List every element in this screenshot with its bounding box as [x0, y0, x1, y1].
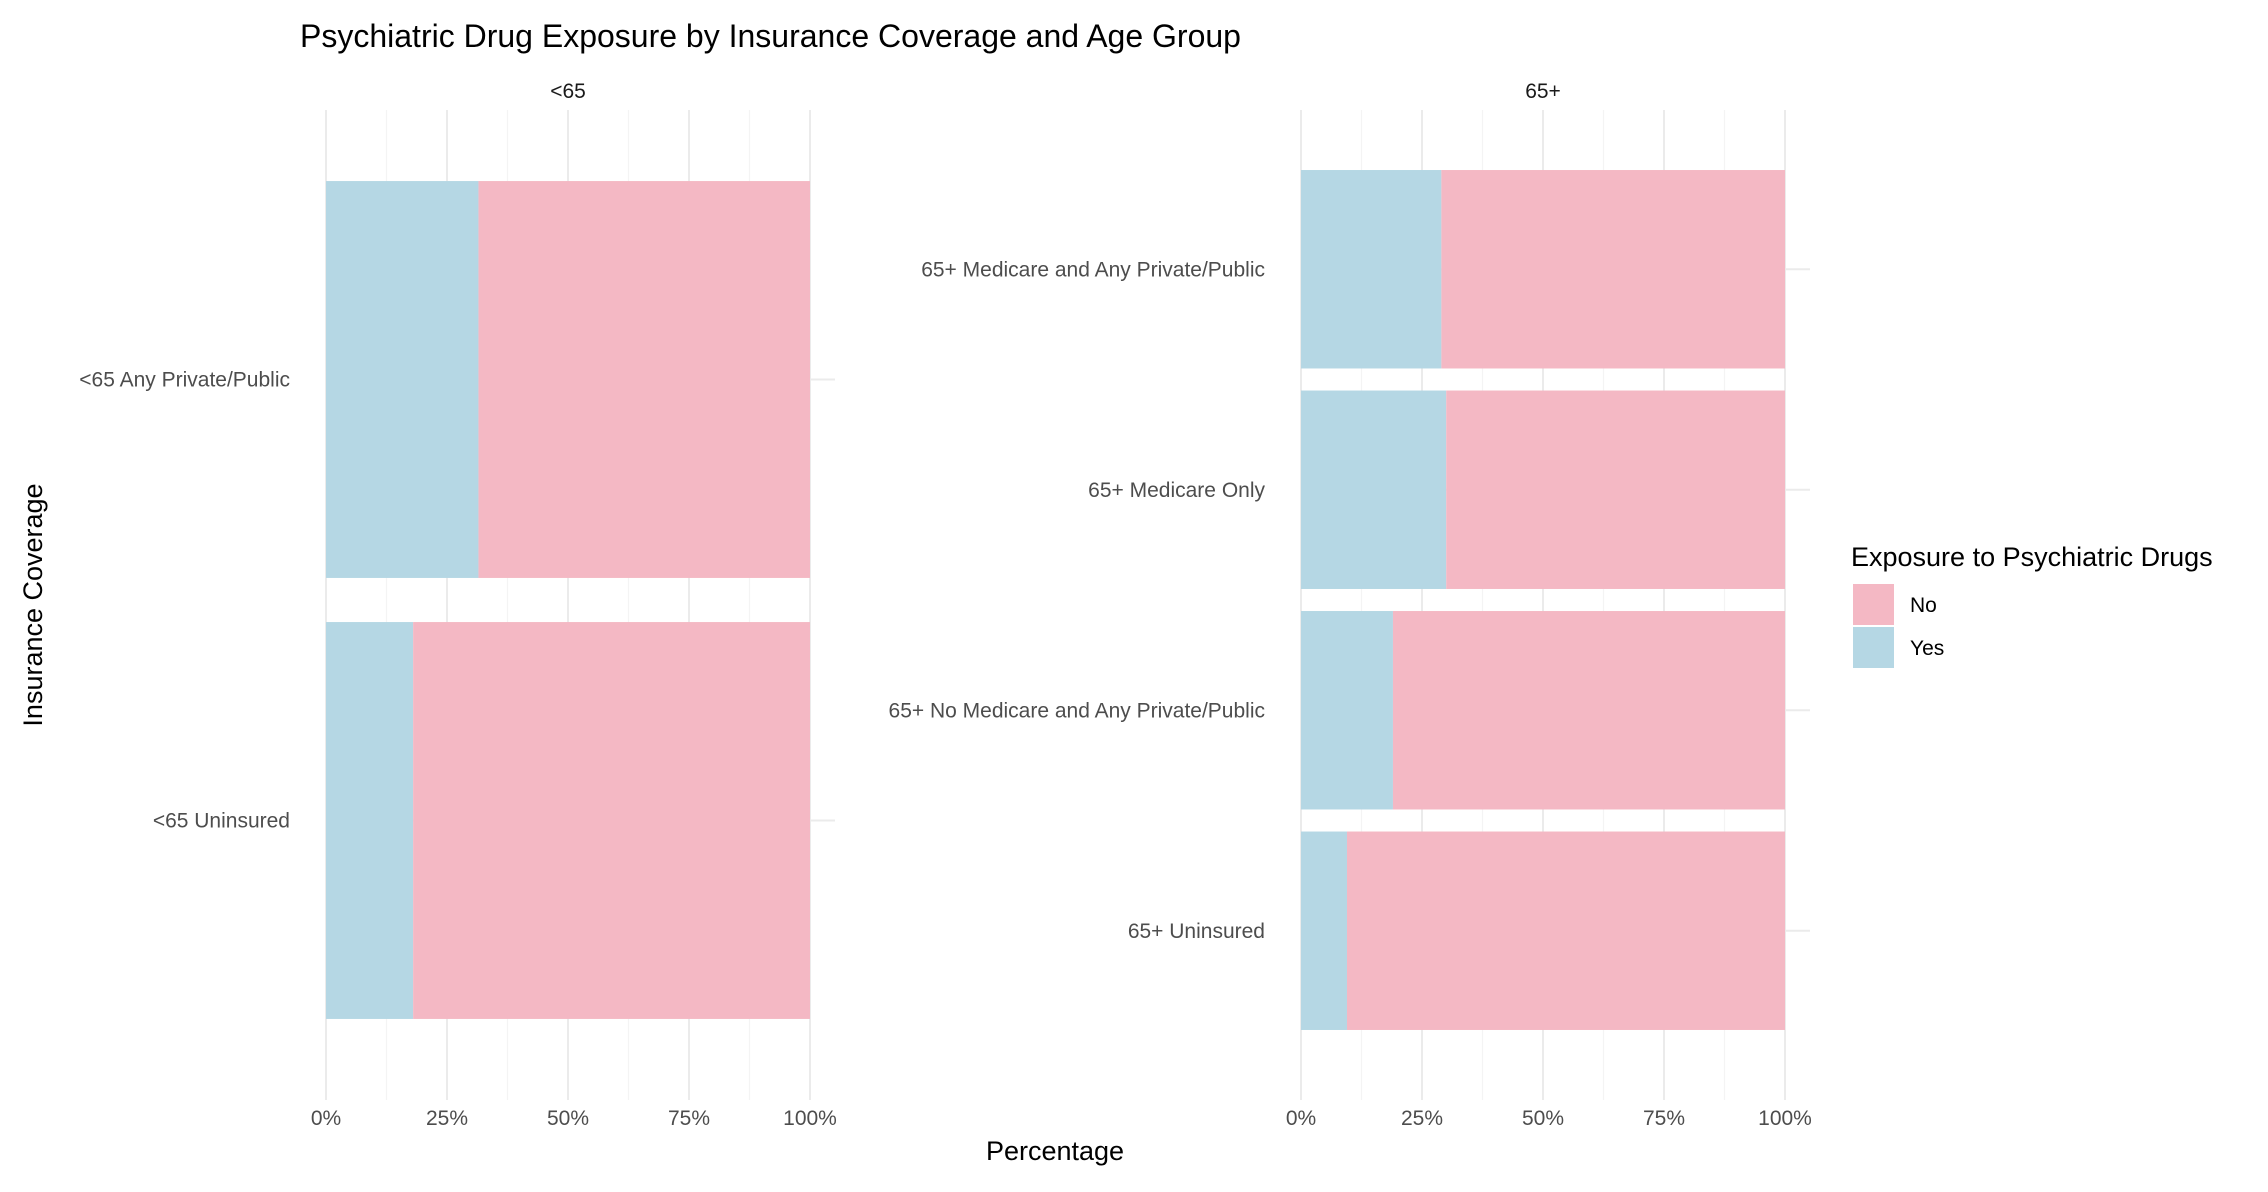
bar-under-65-uninsured-yes: [326, 622, 414, 1019]
x-tick-label: 50%: [1522, 1107, 1564, 1130]
legend: Exposure to Psychiatric Drugs No Yes: [1851, 542, 2213, 668]
y-tick-label-under-65-uninsured: <65 Uninsured: [153, 810, 290, 833]
legend-key-yes: [1853, 627, 1894, 668]
bar-65-plus-no-medicare-and-any-private-public-yes: [1301, 611, 1393, 810]
bar-65-plus-uninsured-yes: [1301, 831, 1347, 1030]
bar-65-plus-medicare-only-no: [1446, 390, 1785, 589]
legend-title: Exposure to Psychiatric Drugs: [1851, 542, 2213, 572]
x-tick-label: 50%: [547, 1107, 589, 1130]
bar-65-plus-uninsured-no: [1346, 831, 1785, 1030]
legend-label-yes: Yes: [1910, 637, 1944, 660]
y-tick-label-65-plus-medicare-and-any-private-public: 65+ Medicare and Any Private/Public: [921, 258, 1265, 281]
x-tick-label: 75%: [668, 1107, 710, 1130]
facet-label-65-plus: 65+: [1525, 80, 1561, 103]
panel-under-65: <65 0% 25% 50% 75% 100% <65 Any Private/Public…: [79, 80, 837, 1130]
y-axis-title: Insurance Coverage: [18, 483, 48, 726]
legend-label-no: No: [1910, 594, 1937, 617]
x-tick-label: 100%: [783, 1107, 837, 1130]
y-tick-label-under-65-any-private-public: <65 Any Private/Public: [79, 369, 290, 392]
bar-65-plus-medicare-and-any-private-public-yes: [1301, 170, 1442, 369]
bar-under-65-uninsured-no: [413, 622, 810, 1019]
chart-title: Psychiatric Drug Exposure by Insurance C…: [300, 18, 1241, 54]
y-tick-label-65-plus-no-medicare-and-any-private-public: 65+ No Medicare and Any Private/Public: [889, 699, 1265, 722]
y-tick-label-65-plus-medicare-only: 65+ Medicare Only: [1088, 479, 1265, 502]
facet-label-under-65: <65: [550, 80, 586, 103]
panel-65-plus: 65+ 0% 25% 50% 75% 100% 65+ Medicare and Any P…: [889, 80, 1812, 1130]
x-tick-label: 25%: [426, 1107, 468, 1130]
x-tick-label: 0%: [1286, 1107, 1316, 1130]
x-axis-title: Percentage: [986, 1136, 1124, 1166]
x-tick-label: 0%: [311, 1107, 341, 1130]
x-tick-label: 100%: [1758, 1107, 1812, 1130]
x-tick-label: 25%: [1401, 1107, 1443, 1130]
bar-65-plus-medicare-only-yes: [1301, 390, 1447, 589]
bar-under-65-any-private-public-no: [478, 181, 810, 578]
bar-65-plus-no-medicare-and-any-private-public-no: [1392, 611, 1785, 810]
bar-65-plus-medicare-and-any-private-public-no: [1441, 170, 1785, 369]
x-tick-label: 75%: [1643, 1107, 1685, 1130]
legend-key-no: [1853, 584, 1894, 625]
y-tick-label-65-plus-uninsured: 65+ Uninsured: [1128, 920, 1265, 943]
bar-under-65-any-private-public-yes: [326, 181, 479, 578]
